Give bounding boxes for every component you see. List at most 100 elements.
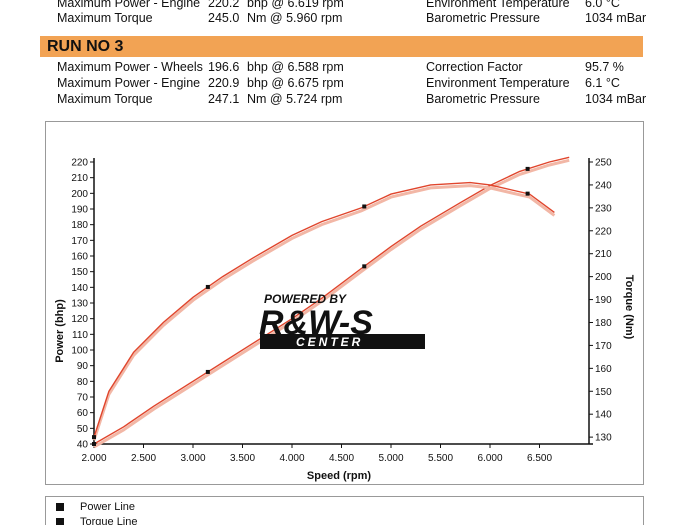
y2-tick-label: 220 — [595, 226, 612, 237]
run-env-value: 1034 mBar — [585, 92, 647, 106]
run-env-label: Environment Temperature — [426, 76, 570, 90]
y2-tick-label: 210 — [595, 249, 612, 260]
y-tick-label: 190 — [71, 205, 88, 216]
y-tick-label: 220 — [71, 158, 88, 169]
run-env-label: Barometric Pressure — [426, 92, 540, 106]
y-tick-label: 210 — [71, 173, 88, 184]
watermark-bar — [260, 334, 425, 349]
watermark-logo: POWERED BY R&W-S CENTER — [259, 292, 425, 349]
x-tick-label: 3.500 — [230, 453, 255, 464]
power-line-path — [93, 156, 570, 445]
y-tick-label: 80 — [77, 377, 89, 388]
chart-legend: Power Line Torque Line — [45, 496, 644, 525]
y-tick-label: 130 — [71, 299, 88, 310]
y2-axis-label: Torque (Nm) — [623, 275, 635, 340]
watermark-line1: POWERED BY — [264, 292, 347, 306]
y2-tick-label: 180 — [595, 318, 612, 329]
power-line-marker — [92, 442, 96, 446]
run-line-label: Maximum Power - Wheels — [57, 60, 203, 74]
legend-item-power: Power Line — [56, 501, 135, 513]
power-line-marker-icon — [56, 503, 64, 512]
y2-tick-label: 200 — [595, 272, 612, 283]
x-tick-label: 5.500 — [428, 453, 453, 464]
y-tick-label: 170 — [71, 236, 88, 247]
dyno-chart-frame: 2.000 2.500 3.000 3.500 4.000 4.500 5.000 5.500… — [45, 121, 644, 485]
prev-env-value: 6.0 °C — [585, 0, 620, 10]
prev-line-unit: Nm @ 5.960 rpm — [247, 11, 343, 25]
power-line-marker — [525, 166, 530, 171]
prev-env-value: 1034 mBar — [585, 11, 647, 25]
prev-env-label: Barometric Pressure — [426, 11, 540, 25]
run-title: RUN NO 3 — [47, 38, 124, 55]
run-line-value: 247.1 — [208, 92, 240, 106]
run-line-unit: bhp @ 6.588 rpm — [247, 60, 344, 74]
x-tick-label: 2.000 — [81, 453, 106, 464]
y-tick-label: 180 — [71, 220, 88, 231]
y-tick-label: 140 — [71, 283, 88, 294]
run-line-label: Maximum Power - Engine — [57, 76, 201, 90]
legend-label: Power Line — [80, 501, 136, 513]
torque-line-path — [93, 181, 555, 438]
prev-env-label: Environment Temperature — [426, 0, 570, 10]
watermark-line3: CENTER — [296, 335, 363, 349]
y-tick-label: 70 — [77, 393, 89, 404]
run-line-label: Maximum Torque — [57, 92, 153, 106]
torque-line-marker — [205, 284, 210, 289]
x-tick-label: 3.000 — [180, 453, 205, 464]
y2-tick-label: 190 — [595, 295, 612, 306]
run-line-unit: bhp @ 6.675 rpm — [247, 76, 344, 90]
y-tick-label: 120 — [71, 314, 88, 325]
y-axis-label: Power (bhp) — [54, 299, 66, 363]
prev-line-value: 220.2 — [208, 0, 240, 10]
y2-tick-label: 140 — [595, 410, 612, 421]
run-env-value: 95.7 % — [585, 60, 624, 74]
torque-line-marker — [362, 204, 367, 209]
y-tick-label: 150 — [71, 267, 88, 278]
y-tick-label: 60 — [77, 408, 89, 419]
y2-tick-label: 240 — [595, 180, 612, 191]
y2-tick-label: 130 — [595, 433, 612, 444]
run-line-value: 220.9 — [208, 76, 240, 90]
prev-line-label: Maximum Torque — [57, 11, 153, 25]
y-tick-label: 40 — [77, 440, 89, 451]
run-line-value: 196.6 — [208, 60, 240, 74]
torque-line-marker — [525, 191, 530, 196]
y-tick-label: 50 — [77, 424, 89, 435]
y2-tick-label: 250 — [595, 158, 612, 169]
run-env-label: Correction Factor — [426, 60, 523, 74]
y-tick-label: 160 — [71, 252, 88, 263]
y-tick-label: 200 — [71, 189, 88, 200]
x-axis-label: Speed (rpm) — [307, 470, 372, 482]
prev-line-label: Maximum Power - Engine — [57, 0, 201, 10]
y-tick-label: 110 — [72, 330, 88, 341]
torque-line-marker — [92, 435, 96, 440]
dyno-chart: 2.000 2.500 3.000 3.500 4.000 4.500 5.000 5.500… — [54, 156, 635, 482]
run-banner: RUN NO 3 — [40, 36, 643, 57]
y2-tick-label: 170 — [595, 341, 612, 352]
run-env-value: 6.1 °C — [585, 76, 620, 90]
y2-tick-label: 160 — [595, 364, 612, 375]
x-tick-label: 6.500 — [527, 453, 552, 464]
torque-line-faint-path — [92, 184, 556, 441]
prev-line-unit: bhp @ 6.619 rpm — [247, 0, 344, 10]
x-tick-label: 4.000 — [279, 453, 304, 464]
run-line-unit: Nm @ 5.724 rpm — [247, 92, 343, 106]
prev-line-value: 245.0 — [208, 11, 240, 25]
x-tick-label: 2.500 — [131, 453, 156, 464]
chart-ticks: 2.000 2.500 3.000 3.500 4.000 4.500 5.000 5.500… — [71, 158, 612, 465]
chart-series — [92, 156, 570, 449]
y-tick-label: 90 — [77, 361, 89, 372]
y-tick-label: 100 — [71, 346, 88, 357]
torque-line-marker-icon — [56, 518, 64, 525]
power-line-marker — [205, 369, 210, 374]
legend-item-torque: Torque Line — [56, 516, 138, 525]
x-tick-label: 5.000 — [378, 453, 403, 464]
y2-tick-label: 230 — [595, 203, 612, 214]
y2-tick-label: 150 — [595, 387, 612, 398]
x-tick-label: 4.500 — [329, 453, 354, 464]
legend-label: Torque Line — [80, 516, 138, 525]
power-line-faint-path — [93, 158, 570, 449]
x-tick-label: 6.000 — [477, 453, 502, 464]
power-line-marker — [362, 264, 367, 269]
chart-axes — [93, 158, 593, 445]
